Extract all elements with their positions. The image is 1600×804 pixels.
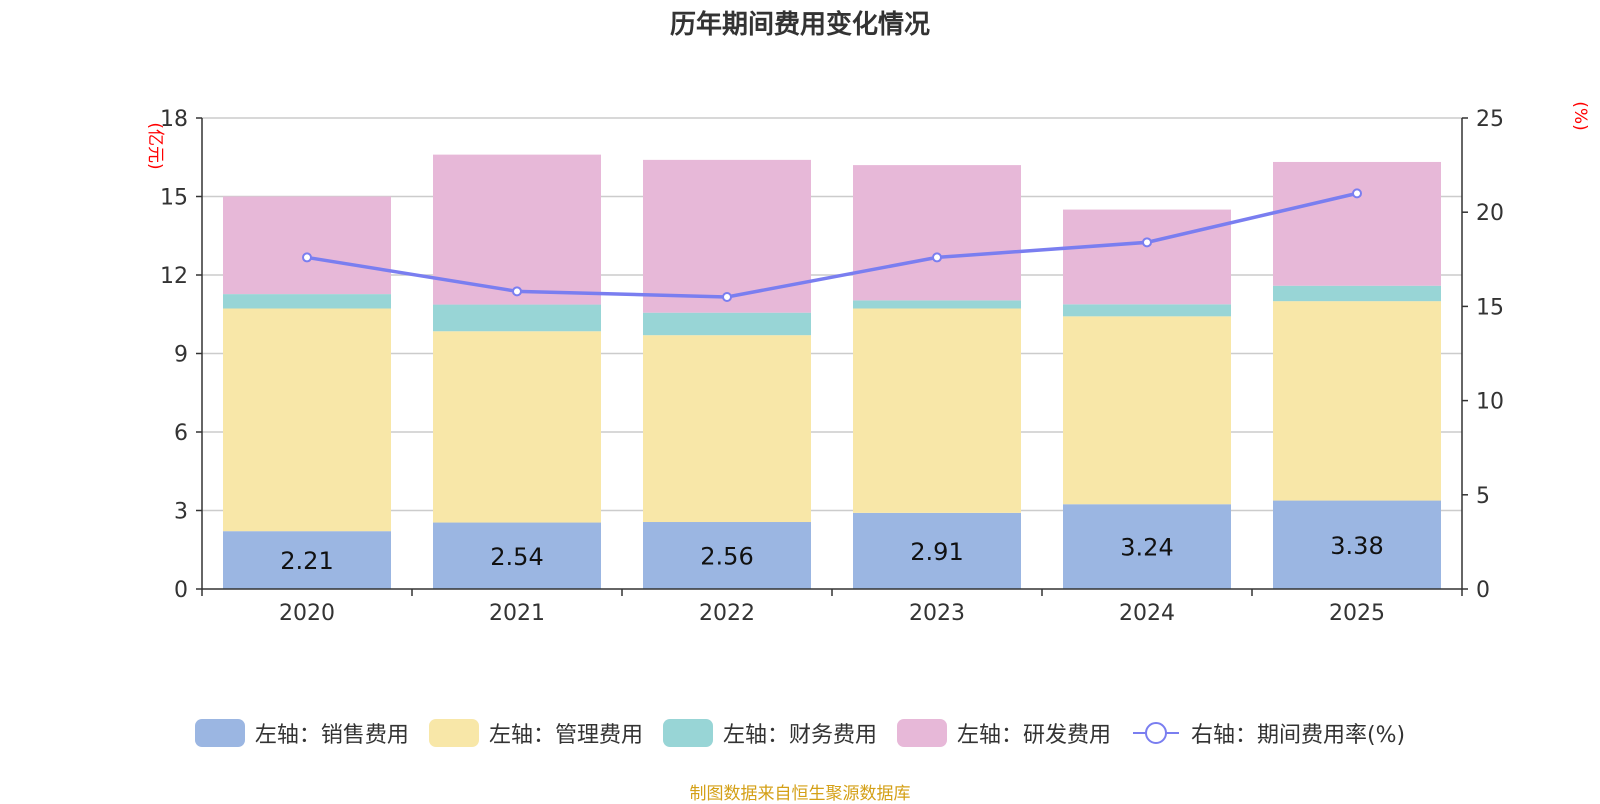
left-axis-tick-label: 3 [174, 500, 188, 525]
rate-point [932, 252, 942, 263]
bar-segment-2 [643, 312, 811, 336]
right-axis-tick-label: 25 [1476, 107, 1504, 132]
legend-label-rd: 左轴：研发费用 [956, 723, 1111, 748]
bar-segment-1 [853, 308, 1021, 513]
bar-segment-0 [1273, 500, 1441, 589]
x-axis-tick-label: 2022 [699, 601, 755, 626]
left-axis-tick-label: 6 [174, 421, 188, 446]
legend-label-sales: 左轴：销售费用 [254, 723, 409, 748]
bar-segment-1 [643, 335, 811, 523]
bar-segment-3 [1063, 209, 1231, 305]
bar-segment-0 [223, 531, 391, 589]
rate-point [302, 252, 312, 263]
rate-point [512, 286, 522, 297]
bar-value-label: 2.21 [280, 547, 333, 575]
rate-point [1352, 188, 1362, 199]
bar-value-label: 3.24 [1120, 534, 1173, 562]
bar-segment-1 [223, 308, 391, 532]
x-axis-tick-label: 2025 [1329, 601, 1385, 626]
bar-segment-1 [433, 331, 601, 523]
left-axis-tick-label: 12 [160, 264, 188, 289]
right-axis-tick-label: 5 [1476, 484, 1490, 509]
x-axis-tick-label: 2024 [1119, 601, 1175, 626]
bar-segment-0 [1063, 504, 1231, 589]
legend-label-finance: 左轴：财务费用 [722, 723, 877, 748]
right-axis-tick-label: 0 [1476, 578, 1490, 603]
bar-segment-2 [1063, 304, 1231, 317]
legend-line-marker-icon [1132, 722, 1179, 744]
left-axis-tick-label: 18 [160, 107, 188, 132]
data-labels: 2.21 2.54 2.56 2.91 3.24 3.38 [280, 532, 1383, 575]
line-series [302, 188, 1362, 302]
rate-point [1142, 237, 1152, 248]
x-axis-tick-label: 2020 [279, 601, 335, 626]
left-axis-tick-label: 15 [160, 186, 188, 211]
bar-segment-1 [1273, 301, 1441, 501]
rate-point [722, 291, 732, 302]
bar-segment-3 [853, 165, 1021, 301]
legend-item-admin[interactable]: 左轴：管理费用 [428, 717, 643, 749]
x-axis-tick-label: 2021 [489, 601, 545, 626]
bar-value-label: 2.91 [910, 538, 963, 566]
chart-title: 历年期间费用变化情况 [669, 10, 930, 40]
right-axis-tick-label: 10 [1476, 390, 1504, 415]
legend-label-admin: 左轴：管理费用 [488, 723, 643, 748]
legend-item-finance[interactable]: 左轴：财务费用 [662, 717, 877, 749]
rate-line [306, 191, 1358, 299]
right-axis-tick-label: 15 [1476, 295, 1504, 320]
bar-segment-2 [223, 294, 391, 309]
legend-item-rate[interactable]: 右轴：期间费用率(%) [1131, 717, 1405, 749]
bar-segment-0 [433, 522, 601, 589]
legend-item-sales[interactable]: 左轴：销售费用 [194, 717, 409, 749]
x-axis-tick-label: 2023 [909, 601, 965, 626]
bar-segment-0 [643, 522, 811, 589]
legend-swatch-finance [662, 719, 713, 747]
right-axis-unit: (%) [1570, 101, 1590, 130]
legend-label-rate: 右轴：期间费用率(%) [1190, 723, 1406, 748]
bar-segment-2 [853, 300, 1021, 309]
bar-segment-1 [1063, 316, 1231, 505]
bar-series [223, 154, 1441, 589]
bar-value-label: 3.38 [1330, 532, 1383, 560]
bar-value-label: 2.56 [700, 543, 753, 571]
bar-segment-3 [1273, 161, 1441, 286]
bar-segment-3 [433, 154, 601, 305]
legend-item-rd[interactable]: 左轴：研发费用 [896, 717, 1111, 749]
bar-segment-0 [853, 512, 1021, 589]
left-axis-tick-label: 0 [174, 578, 188, 603]
source-note: 制图数据来自恒生聚源数据库 [689, 784, 911, 804]
right-axis-tick-label: 20 [1476, 201, 1504, 226]
legend: 左轴：销售费用 左轴：管理费用 左轴：财务费用 左轴：研发费用 右轴：期间费用率… [0, 717, 1600, 749]
bar-segment-2 [1273, 285, 1441, 302]
left-axis-unit: (亿元) [145, 122, 165, 169]
legend-swatch-rd [896, 719, 947, 747]
bar-segment-3 [223, 196, 391, 295]
left-axis-tick-label: 9 [174, 343, 188, 368]
bar-segment-2 [433, 304, 601, 332]
bar-segment-3 [643, 159, 811, 313]
legend-swatch-sales [194, 719, 245, 747]
bar-value-label: 2.54 [490, 543, 543, 571]
legend-swatch-admin [428, 719, 479, 747]
